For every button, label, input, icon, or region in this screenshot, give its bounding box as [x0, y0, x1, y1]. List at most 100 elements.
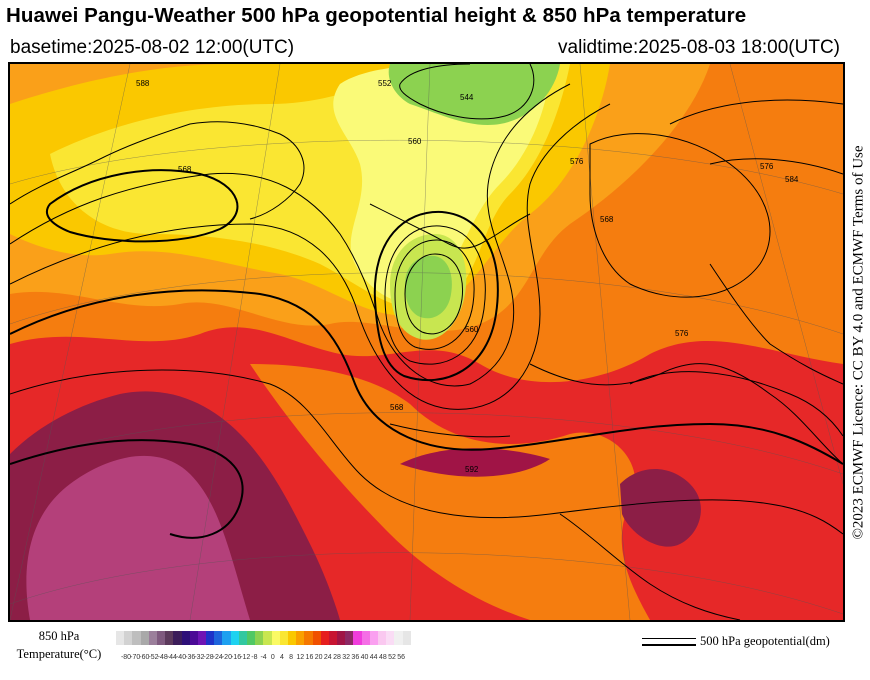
validtime-label: validtime:2025-08-03 18:00(UTC) [558, 37, 840, 58]
colorbar-tick-label: -44 [166, 654, 177, 661]
contour-legend-thin-line [642, 638, 696, 639]
contour-label: 560 [465, 325, 479, 334]
contour-label: 576 [760, 162, 774, 171]
contour-legend: 500 hPa geopotential(dm) [640, 634, 866, 654]
contour-label: 552 [378, 79, 392, 88]
colorbar-swatch [148, 631, 157, 645]
colorbar-tick-label: -52 [148, 654, 159, 661]
colorbar-swatch [353, 631, 362, 645]
colorbar-swatch [337, 631, 346, 645]
weather-map: 544 560 552 560 568 592 576 576 584 568 … [8, 62, 845, 622]
colorbar-tick-label: -32 [194, 654, 205, 661]
temperature-field-green-low [405, 255, 452, 319]
temperature-colorbar [116, 631, 411, 645]
colorbar-swatch [230, 631, 239, 645]
colorbar-swatch [320, 631, 329, 645]
contour-label: 568 [390, 403, 404, 412]
colorbar-tick-label: -24 [212, 654, 223, 661]
contour-label: 588 [136, 79, 150, 88]
colorbar-tick-label: 52 [388, 654, 396, 661]
colorbar-swatch [189, 631, 198, 645]
colorbar-swatch [345, 631, 354, 645]
legend-label-line1: 850 hPa [38, 629, 80, 643]
attribution-vertical: ©2023 ECMWF Licence: CC BY 4.0 and ECMWF… [848, 62, 870, 622]
colorbar-tick-label: -8 [251, 654, 258, 661]
contour-label: 592 [465, 465, 479, 474]
colorbar-tick-label: 24 [323, 654, 332, 661]
attribution-text: ©2023 ECMWF Licence: CC BY 4.0 and ECMWF… [850, 144, 867, 540]
colorbar-tick-label: -70 [130, 654, 141, 661]
colorbar-swatch [361, 631, 370, 645]
colorbar-swatch [271, 631, 280, 645]
weather-map-canvas: 544 560 552 560 568 592 576 576 584 568 … [10, 64, 843, 620]
colorbar-tick-label: -12 [240, 654, 251, 661]
colorbar-swatch [312, 631, 321, 645]
colorbar-tick-label: -36 [185, 654, 196, 661]
contour-label: 560 [408, 137, 422, 146]
colorbar-tick-label: 8 [289, 654, 294, 661]
colorbar-swatch [124, 631, 133, 645]
colorbar-swatch [181, 631, 190, 645]
colorbar-swatch [206, 631, 215, 645]
colorbar-tick-label: 48 [378, 654, 387, 661]
colorbar-swatch [328, 631, 338, 645]
contour-label: 544 [460, 93, 474, 102]
colorbar-tick-label: -28 [203, 654, 214, 661]
colorbar-swatch [247, 631, 256, 645]
colorbar-swatch [263, 631, 272, 645]
temperature-field-maroon-streak [400, 448, 550, 477]
colorbar-tick-label: 12 [296, 654, 305, 661]
contour-legend-label: 500 hPa geopotential(dm) [700, 634, 830, 648]
contour-labels: 544 560 552 560 568 592 576 576 584 568 … [136, 79, 799, 474]
colorbar-tick-label: -60 [139, 654, 150, 661]
colorbar-tick-label: 40 [360, 654, 369, 661]
colorbar-tick-label: 28 [333, 654, 341, 661]
colorbar-swatch [222, 631, 231, 645]
colorbar-tick-label: 4 [279, 654, 284, 661]
colorbar-tick-label: -40 [175, 654, 187, 661]
colorbar-swatch [156, 631, 166, 645]
colorbar-swatch [386, 631, 395, 645]
contour-label: 568 [600, 215, 614, 224]
basetime-label: basetime:2025-08-02 12:00(UTC) [10, 37, 295, 58]
colorbar-swatch [255, 631, 264, 645]
colorbar-tick-label: -4 [260, 654, 267, 661]
colorbar-tick-label: 20 [314, 654, 323, 661]
temperature-legend-label: 850 hPa Temperature(°C) [10, 627, 108, 663]
colorbar-swatch [279, 631, 288, 645]
colorbar-tick-label: 32 [342, 654, 351, 661]
colorbar-tick-label: -20 [221, 654, 232, 661]
graticule [10, 64, 843, 620]
colorbar-swatch [378, 631, 387, 645]
contour-legend-thick-line [642, 644, 696, 646]
colorbar-tick-label: -48 [157, 654, 168, 661]
colorbar-swatch [402, 631, 411, 645]
temperature-field-magenta-west [26, 455, 250, 620]
colorbar-swatch [287, 631, 297, 645]
colorbar-tick-label: 36 [351, 654, 360, 661]
colorbar-swatch [214, 631, 223, 645]
colorbar-tick-label: 44 [369, 654, 378, 661]
colorbar-tick-label: -16 [231, 654, 242, 661]
colorbar-swatch [197, 631, 207, 645]
colorbar-tick-label: -80 [120, 654, 132, 661]
colorbar-swatch [173, 631, 182, 645]
temperature-field-orange-south [250, 364, 650, 620]
contour-label: 576 [675, 329, 689, 338]
temperature-field-green-north [388, 64, 560, 125]
colorbar-swatch [140, 631, 149, 645]
contour-label: 584 [785, 175, 799, 184]
colorbar-tick-label: 56 [397, 654, 406, 661]
colorbar-tick-label: 16 [305, 654, 314, 661]
contour-label: 568 [178, 165, 192, 174]
map-title: Huawei Pangu-Weather 500 hPa geopotentia… [6, 4, 747, 27]
temperature-field-maroon-east [620, 469, 701, 547]
colorbar-swatch [369, 631, 378, 645]
geopotential-contours [10, 64, 843, 539]
colorbar-swatch [116, 631, 125, 645]
colorbar-tick-label: 0 [270, 654, 275, 661]
colorbar-swatch [238, 631, 247, 645]
colorbar-swatch [132, 631, 141, 645]
colorbar-swatch [304, 631, 313, 645]
colorbar-swatch [165, 631, 174, 645]
